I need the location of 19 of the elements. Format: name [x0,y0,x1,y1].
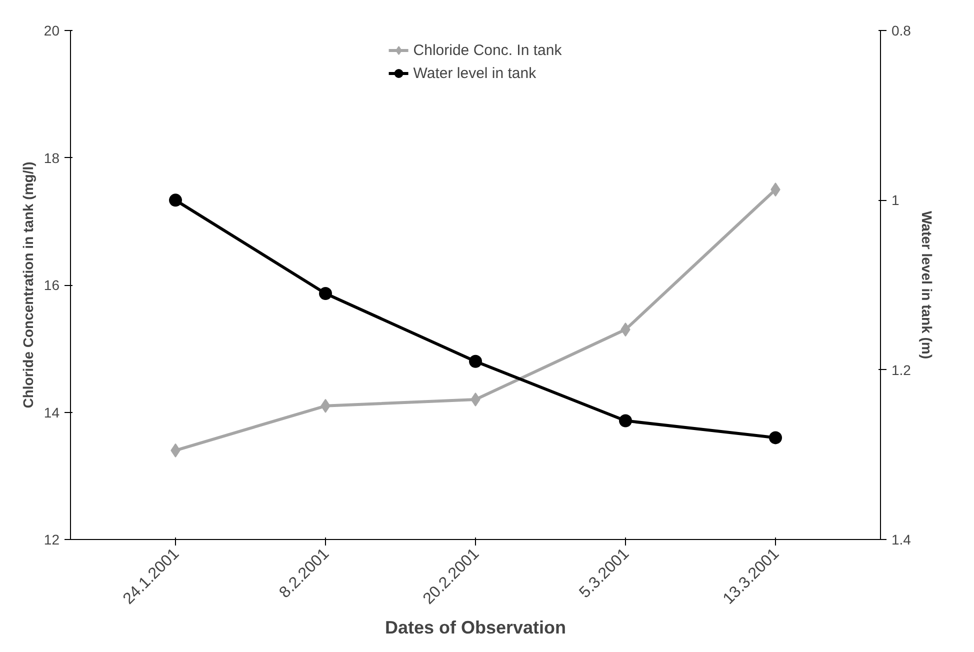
point [769,431,782,444]
y-tick-label: 18 [44,150,60,166]
point [469,354,482,368]
y-tick-label: 12 [44,532,60,548]
y-axis-title: Chloride Concentration in tank (mg/l) [20,162,36,408]
point [619,414,632,428]
y2-axis-title: Water level in tank (m) [918,210,935,360]
point [169,194,182,207]
x-axis-title: Dates of Observation [384,617,566,638]
point [319,286,332,300]
y-tick-label: 16 [44,277,60,293]
y-tick-label: 14 [44,404,60,420]
legend-label: Water level in tank [413,64,536,82]
legend-label: Chloride Conc. In tank [413,42,562,58]
y2-tick-label: 1.2 [892,362,912,378]
y2-tick-label: 1.4 [892,532,912,548]
y2-tick-label: 1 [892,192,900,208]
y2-tick-label: 0.8 [892,22,912,38]
y-tick-label: 20 [44,22,60,38]
